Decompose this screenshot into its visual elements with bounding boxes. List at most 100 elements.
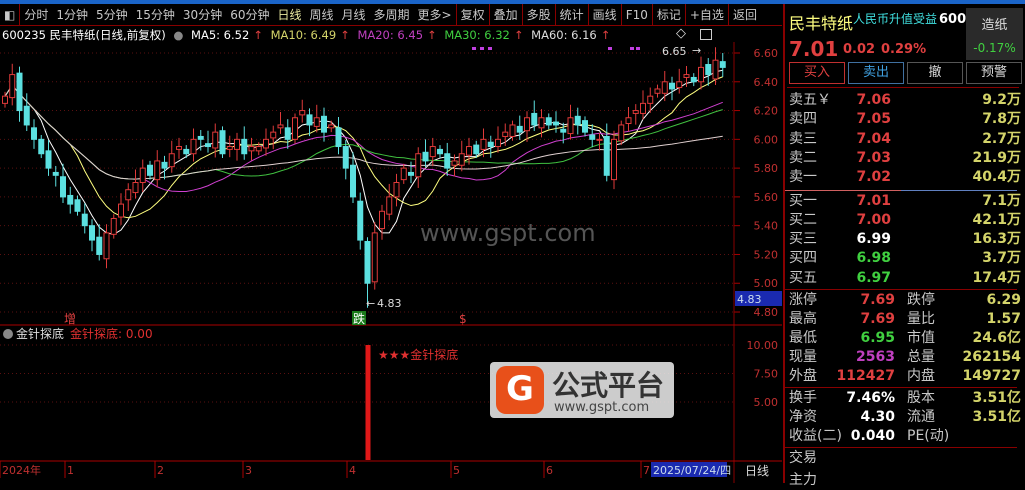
separator [455,3,457,26]
ma30-label: MA30: 6.32 [444,28,510,42]
stat-value: 7.69 [860,311,895,327]
candle [263,128,269,156]
high-arrow: → [692,44,701,57]
period-tab[interactable]: 月线 [341,8,366,22]
candle [38,135,45,159]
period-tab[interactable]: 多周期 [373,8,410,22]
order-book-row: 买一 7.01 7.1万 [789,192,1021,211]
bottom-label: 主力 [789,472,817,488]
cancel-button[interactable]: 撤 [907,62,963,84]
toolbar-button[interactable]: 画线 [592,8,617,22]
candle [495,126,501,153]
candle [292,113,298,144]
candle [125,183,132,212]
order-book-row: 买五 6.97 17.4万 [789,269,1021,288]
stat-row: 净资 4.30 流通 3.51亿 [789,408,1021,427]
period-label[interactable]: 日线 [745,464,769,478]
candle [640,90,646,120]
price-tick-label: 6.60 [754,47,779,60]
indicator-name: 金针探底 [16,326,64,341]
toolbar-button[interactable]: 复权 [460,8,485,22]
drawing-tool-icon[interactable]: ◇ [676,26,686,41]
level-volume: 7.1万 [982,192,1021,209]
toolbar-button[interactable]: 统计 [559,8,584,22]
candle [516,115,523,140]
candle [502,123,509,146]
indicator-collapse-icon[interactable] [3,329,13,339]
panel-toggle-icon[interactable]: ◧ [4,7,16,22]
bottom-label: 交易 [789,450,817,466]
period-tab[interactable]: 分时 [24,8,49,22]
order-book-row: 买二 7.00 42.1万 [789,211,1021,230]
period-tab[interactable]: 1分钟 [56,8,88,22]
ma60-line [4,84,723,180]
period-tab[interactable]: 15分钟 [135,8,175,22]
period-tab[interactable]: 60分钟 [230,8,270,22]
toolbar-button[interactable]: 返回 [732,8,757,22]
period-tab[interactable]: 更多> [417,8,452,22]
signal-dot [608,47,612,50]
current-date-bg [651,462,727,477]
bottom-row[interactable]: 主力 [789,471,1021,490]
signal-dot [480,47,484,50]
order-book-row: 卖一 7.02 40.4万 [789,168,1021,187]
low-arrow: ← [366,297,375,310]
alert-button[interactable]: 预警 [966,62,1022,84]
candle [632,104,639,125]
level-price: 7.05 [856,111,891,128]
period-menubar: ◧ 分时 1分钟 5分钟 15分钟 30分钟 60分钟 日线 周线 月线 多周期 更多> 复权 叠加 多股… [0,3,782,26]
order-book-row: 卖五￥ 7.06 9.2万 [789,91,1021,110]
signal-dot [488,47,492,50]
collapse-icon[interactable]: ● [173,28,184,42]
toolbar-button[interactable]: 多股 [526,8,551,22]
stat-label: 流通 [907,409,935,425]
candle [473,140,480,159]
candle [241,126,248,160]
level-price: 7.01 [856,192,891,209]
stat-value: 3.51亿 [972,390,1021,406]
level-price: 7.03 [856,149,891,166]
period-tab[interactable]: 5分钟 [96,8,128,22]
signal-dot [630,47,634,50]
candle [596,132,603,151]
divider [785,289,1017,290]
candle [422,139,429,167]
candle [400,163,407,184]
candle [161,155,168,180]
period-tab[interactable]: 30分钟 [182,8,223,22]
window-toggle-icon[interactable] [700,29,712,40]
candle [466,137,472,165]
period-tab[interactable]: 周线 [309,8,334,22]
bottom-row[interactable]: 交易 [789,449,1021,468]
candle [31,119,37,149]
marker-die: 跌 [353,311,365,326]
toolbar-button[interactable]: 叠加 [493,8,518,22]
candle [197,129,204,151]
buy-button[interactable]: 买入 [789,62,845,84]
candle [545,113,552,130]
kline-chart[interactable]: 6.60 6.40 6.20 6.00 5.80 5.60 5.40 5.20 5.00 4.80… [0,42,782,483]
toolbar-button[interactable]: +自选 [689,8,724,22]
high-annotation: 6.65 [662,45,687,58]
ma10-arrow: ↑ [340,28,350,42]
sector-box[interactable]: 造纸 -0.17% [966,8,1023,60]
x-tick-label: 5 [453,464,460,477]
period-tab[interactable]: 日线 [277,8,302,22]
toolbar-button[interactable]: 标记 [656,8,681,22]
stat-label: 收益(二) [789,428,842,444]
concept-tag[interactable]: 人民币升值受益 [853,12,938,26]
candle [154,150,161,188]
level-label: 卖五￥ [789,92,831,108]
x-tick-label: 3 [245,464,252,477]
candle [647,87,654,113]
candle [190,128,197,162]
stat-row: 涨停 7.69 跌停 6.29 [789,291,1021,310]
sector-name: 造纸 [981,18,1008,33]
x-tick-label: 4 [349,464,356,477]
price-tick-label: 5.00 [754,277,779,290]
ma60-label: MA60: 6.16 [531,28,597,42]
candle [299,99,306,123]
toolbar-button[interactable]: F10 [625,7,648,22]
candle [205,130,211,153]
sell-button[interactable]: 卖出 [848,62,904,84]
